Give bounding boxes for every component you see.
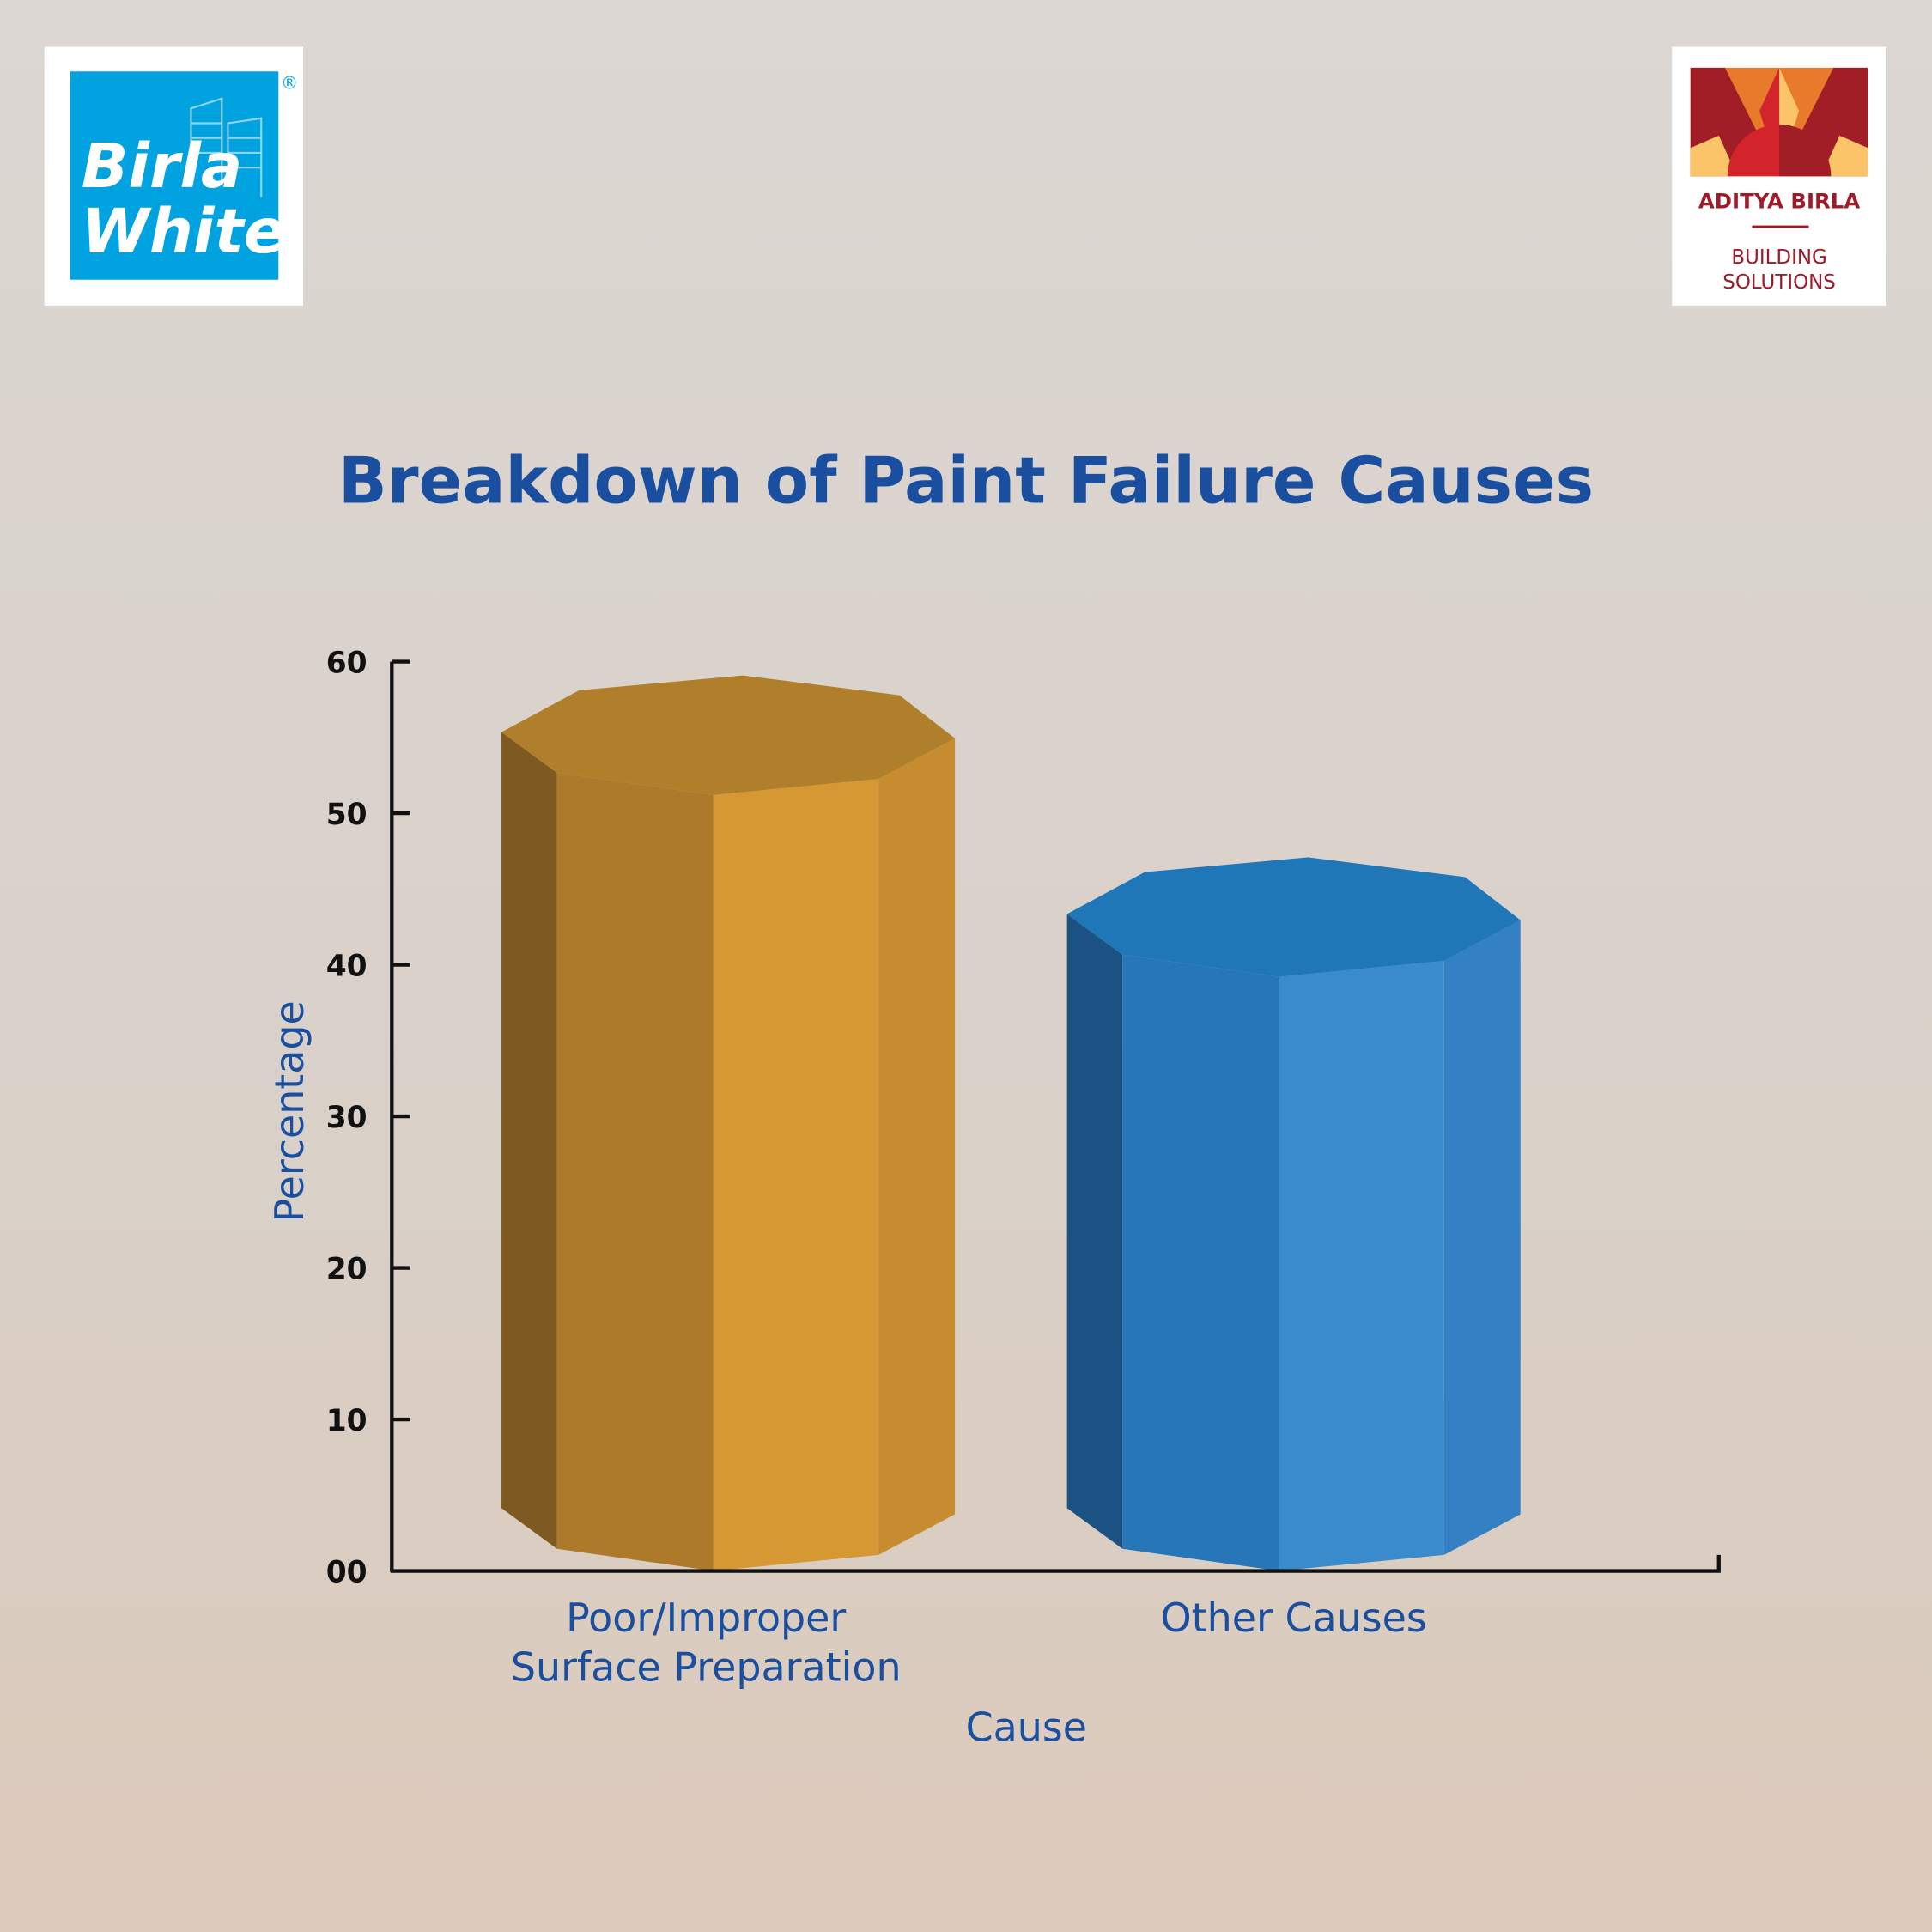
- y-tick-label: 00: [326, 1555, 368, 1589]
- bar-face-left: [1066, 914, 1123, 1549]
- x-tick-label: Surface Preparation: [511, 1643, 902, 1690]
- aditya-birla-logo: ADITYA BIRLA BUILDING SOLUTIONS: [1672, 46, 1886, 306]
- bar-face-front-left: [556, 773, 714, 1571]
- chart-title: Breakdown of Paint Failure Causes: [338, 443, 1594, 518]
- y-tick-label: 20: [326, 1252, 368, 1286]
- x-tick-label: Poor/Improper: [566, 1595, 846, 1641]
- y-ticks: 00 10 20 30 40 50 60: [326, 646, 410, 1589]
- svg-text:BUILDING: BUILDING: [1731, 246, 1826, 269]
- birla-white-logo: Birla White ®: [44, 46, 303, 306]
- svg-text:®: ®: [281, 72, 298, 93]
- bar-face-left: [501, 732, 557, 1549]
- y-axis-label: Percentage: [266, 1000, 313, 1222]
- svg-text:Birla: Birla: [82, 130, 243, 202]
- y-tick-label: 10: [326, 1404, 368, 1438]
- svg-text:White: White: [82, 195, 286, 267]
- bars: [501, 675, 1521, 1571]
- svg-text:SOLUTIONS: SOLUTIONS: [1722, 271, 1836, 294]
- x-tick-label: Other Causes: [1161, 1595, 1427, 1641]
- y-tick-label: 40: [326, 949, 368, 983]
- x-axis: [390, 1554, 1721, 1573]
- bar-face-front-left: [1122, 954, 1279, 1571]
- y-tick-label: 30: [326, 1101, 368, 1135]
- bar-top: [501, 675, 956, 795]
- bar-top: [1066, 857, 1521, 977]
- bar-face-right: [878, 738, 956, 1555]
- bar-face-right: [1443, 920, 1521, 1555]
- x-axis-label: Cause: [966, 1704, 1087, 1751]
- svg-text:ADITYA BIRLA: ADITYA BIRLA: [1698, 189, 1860, 214]
- y-tick-label: 50: [326, 798, 368, 832]
- y-tick-label: 60: [326, 646, 368, 680]
- bar-face-front-right: [1279, 960, 1444, 1571]
- bar-face-front-right: [713, 779, 879, 1571]
